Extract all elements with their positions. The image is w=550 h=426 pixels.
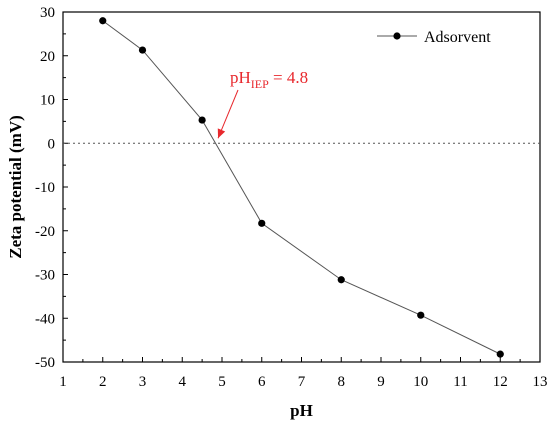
y-tick-label: 30 <box>40 5 55 21</box>
y-tick-label: -40 <box>35 311 55 327</box>
data-point <box>198 116 206 124</box>
annotation-prefix: pH <box>230 68 251 87</box>
plot-area: 1 2 3 4 5 6 7 8 9 10 11 12 13-50-40-30-20-100102030p… <box>6 5 548 420</box>
x-tick-label: 7 <box>298 374 306 390</box>
annotation-subscript: IEP <box>251 77 269 91</box>
y-axis-title: Zeta potential (mV) <box>6 115 25 259</box>
data-point <box>417 311 425 319</box>
x-tick-label: 1 <box>59 374 67 390</box>
y-tick-label: -20 <box>35 224 55 240</box>
annotation-suffix: = 4.8 <box>269 68 308 87</box>
x-tick-label: 6 <box>258 374 266 390</box>
y-tick-label: 10 <box>40 93 55 109</box>
x-tick-label: 13 <box>533 374 548 390</box>
legend-marker <box>393 32 401 40</box>
iep-annotation: pHIEP = 4.8 <box>230 68 308 91</box>
y-tick-label: -30 <box>35 268 55 284</box>
x-tick-label: 11 <box>453 374 467 390</box>
y-tick-label: 0 <box>48 136 56 152</box>
x-tick-label: 9 <box>377 374 385 390</box>
data-point <box>99 17 107 25</box>
x-tick-label: 5 <box>218 374 226 390</box>
x-tick-label: 2 <box>99 374 107 390</box>
x-tick-label: 8 <box>338 374 346 390</box>
data-point <box>496 350 504 358</box>
y-tick-label: -50 <box>35 355 55 371</box>
x-tick-label: 4 <box>179 374 187 390</box>
data-point <box>337 276 345 284</box>
plot-frame <box>62 11 541 363</box>
data-point <box>258 219 266 227</box>
annotation-arrow-head <box>217 128 226 139</box>
data-point <box>138 46 147 54</box>
x-tick-label: 12 <box>493 374 508 390</box>
x-tick-label: 10 <box>413 374 428 390</box>
x-axis-title: pH <box>290 401 313 420</box>
y-tick-label: 20 <box>40 49 55 65</box>
y-tick-label: -10 <box>35 180 55 196</box>
x-tick-label: 3 <box>139 374 147 390</box>
legend-label: Adsorvent <box>424 29 491 46</box>
